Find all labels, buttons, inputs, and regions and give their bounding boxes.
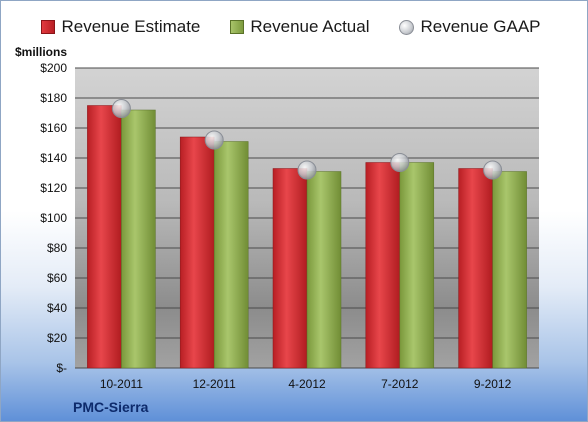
y-tick-label: $20 [47,331,67,345]
gaap-markers [111,99,503,180]
marker-revenue-gaap [483,160,503,180]
y-tick-label: $40 [47,301,67,315]
bar-revenue-estimate [365,162,401,369]
y-tick-label: $100 [40,211,67,225]
y-tick-label: $160 [40,121,67,135]
bar-revenue-estimate [272,168,308,369]
marker-revenue-gaap [297,160,317,180]
y-tick-label: $80 [47,241,67,255]
x-tick-label: 12-2011 [193,377,236,391]
x-tick-label: 7-2012 [381,377,419,391]
legend-item-estimate: Revenue Estimate [41,17,200,37]
bar-revenue-actual [213,141,249,369]
y-tick-label: $- [56,361,67,375]
legend-item-gaap: Revenue GAAP [399,17,541,37]
legend-item-actual: Revenue Actual [230,17,369,37]
x-tick-label: 10-2011 [100,377,143,391]
y-tick-label: $60 [47,271,67,285]
x-tick-label: 9-2012 [474,377,512,391]
y-tick-label: $180 [40,91,67,105]
x-axis-ticks: 10-2011 12-2011 4-2012 7-2012 9-2012 [100,377,512,391]
legend-marker-gaap [399,19,415,35]
bar-revenue-estimate [179,136,215,369]
legend-label-gaap: Revenue GAAP [420,17,541,36]
bar-revenue-actual [121,109,156,369]
bar-revenue-estimate [87,105,122,369]
x-tick-label: 4-2012 [288,377,326,391]
marker-revenue-gaap [204,130,224,150]
legend-swatch-estimate [41,20,56,34]
bar-revenue-actual [399,162,435,369]
y-axis-units-label: $millions [15,45,68,59]
company-label: PMC-Sierra [73,399,149,415]
marker-revenue-gaap [111,99,131,118]
bar-revenue-actual [306,171,342,369]
bar-revenue-actual [492,171,527,369]
marker-revenue-gaap [390,153,410,172]
legend-label-actual: Revenue Actual [250,17,370,36]
y-axis-ticks: $- $20 $40 $60 $80 $100 $120 $140 $160 $180 $200 [40,61,67,375]
legend-swatch-actual [230,20,245,34]
bars [87,105,527,369]
legend: Revenue Estimate Revenue Actual Revenue … [11,17,571,37]
y-tick-label: $200 [40,61,67,75]
y-tick-label: $140 [40,151,67,165]
legend-label-estimate: Revenue Estimate [61,17,201,36]
y-tick-label: $120 [40,181,67,195]
bar-revenue-estimate [458,168,493,369]
